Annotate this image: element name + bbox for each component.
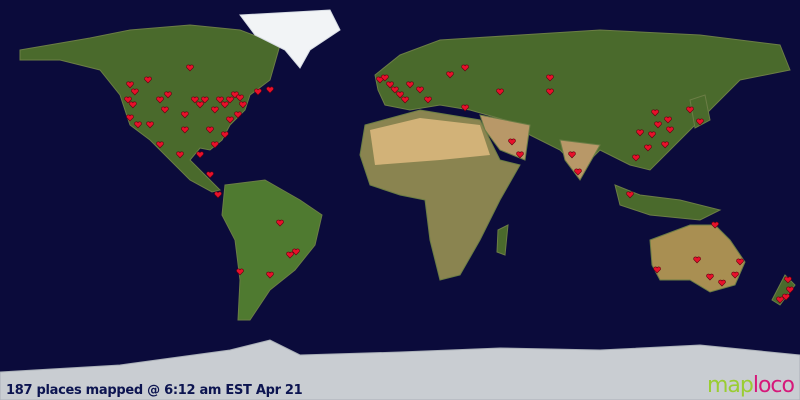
heart-marker-icon[interactable] bbox=[696, 118, 704, 126]
heart-marker-icon[interactable] bbox=[164, 91, 172, 99]
heart-marker-icon[interactable] bbox=[496, 88, 504, 96]
heart-marker-icon[interactable] bbox=[231, 91, 239, 99]
heart-marker-icon[interactable] bbox=[776, 296, 784, 304]
heart-marker-icon[interactable] bbox=[134, 121, 142, 129]
heart-marker-icon[interactable] bbox=[386, 81, 394, 89]
heart-marker-icon[interactable] bbox=[406, 81, 414, 89]
heart-marker-icon[interactable] bbox=[161, 106, 169, 114]
heart-marker-icon[interactable] bbox=[784, 276, 792, 284]
heart-marker-icon[interactable] bbox=[126, 114, 134, 122]
sahara bbox=[370, 118, 490, 165]
heart-marker-icon[interactable] bbox=[711, 221, 719, 229]
heart-marker-icon[interactable] bbox=[508, 138, 516, 146]
heart-marker-icon[interactable] bbox=[636, 129, 644, 137]
heart-marker-icon[interactable] bbox=[736, 258, 744, 266]
heart-marker-icon[interactable] bbox=[686, 106, 694, 114]
heart-marker-icon[interactable] bbox=[446, 71, 454, 79]
heart-marker-icon[interactable] bbox=[286, 251, 294, 259]
heart-marker-icon[interactable] bbox=[416, 86, 424, 94]
heart-marker-icon[interactable] bbox=[239, 101, 247, 109]
logo-part-map: map bbox=[706, 373, 754, 398]
heart-marker-icon[interactable] bbox=[216, 96, 224, 104]
heart-marker-icon[interactable] bbox=[391, 86, 399, 94]
heart-marker-icon[interactable] bbox=[396, 91, 404, 99]
heart-marker-icon[interactable] bbox=[196, 101, 204, 109]
heart-marker-icon[interactable] bbox=[648, 131, 656, 139]
heart-marker-icon[interactable] bbox=[156, 141, 164, 149]
heart-marker-icon[interactable] bbox=[644, 144, 652, 152]
heart-marker-icon[interactable] bbox=[626, 191, 634, 199]
heart-marker-icon[interactable] bbox=[124, 96, 132, 104]
heart-marker-icon[interactable] bbox=[424, 96, 432, 104]
heart-marker-icon[interactable] bbox=[664, 116, 672, 124]
maploco-logo[interactable]: maploco bbox=[706, 373, 795, 398]
madagascar bbox=[496, 224, 509, 256]
south-america bbox=[221, 179, 323, 321]
logo-part-loco: loco bbox=[752, 373, 795, 398]
heart-marker-icon[interactable] bbox=[146, 121, 154, 129]
heart-marker-icon[interactable] bbox=[206, 171, 214, 179]
heart-marker-icon[interactable] bbox=[254, 88, 262, 96]
heart-marker-icon[interactable] bbox=[632, 154, 640, 162]
heart-marker-icon[interactable] bbox=[266, 271, 274, 279]
heart-marker-icon[interactable] bbox=[211, 141, 219, 149]
heart-marker-icon[interactable] bbox=[221, 131, 229, 139]
japan bbox=[689, 94, 711, 129]
heart-marker-icon[interactable] bbox=[653, 266, 661, 274]
heart-marker-icon[interactable] bbox=[651, 109, 659, 117]
heart-marker-icon[interactable] bbox=[234, 111, 242, 119]
heart-marker-icon[interactable] bbox=[201, 96, 209, 104]
europe-asia bbox=[374, 29, 791, 171]
places-mapped-caption: 187 places mapped @ 6:12 am EST Apr 21 bbox=[6, 383, 303, 398]
heart-marker-icon[interactable] bbox=[191, 96, 199, 104]
heart-marker-icon[interactable] bbox=[186, 64, 194, 72]
greenland bbox=[239, 9, 341, 69]
heart-marker-icon[interactable] bbox=[126, 81, 134, 89]
heart-marker-icon[interactable] bbox=[731, 271, 739, 279]
heart-marker-icon[interactable] bbox=[176, 151, 184, 159]
heart-marker-icon[interactable] bbox=[292, 248, 300, 256]
heart-marker-icon[interactable] bbox=[129, 101, 137, 109]
heart-marker-icon[interactable] bbox=[661, 141, 669, 149]
heart-marker-icon[interactable] bbox=[196, 151, 204, 159]
heart-marker-icon[interactable] bbox=[226, 116, 234, 124]
heart-marker-icon[interactable] bbox=[574, 168, 582, 176]
heart-marker-icon[interactable] bbox=[461, 104, 469, 112]
heart-marker-icon[interactable] bbox=[156, 96, 164, 104]
heart-marker-icon[interactable] bbox=[546, 88, 554, 96]
heart-marker-icon[interactable] bbox=[131, 88, 139, 96]
heart-marker-icon[interactable] bbox=[211, 106, 219, 114]
heart-marker-icon[interactable] bbox=[226, 96, 234, 104]
heart-marker-icon[interactable] bbox=[214, 191, 222, 199]
heart-marker-icon[interactable] bbox=[568, 151, 576, 159]
heart-marker-icon[interactable] bbox=[546, 74, 554, 82]
heart-marker-icon[interactable] bbox=[236, 268, 244, 276]
antarctica bbox=[0, 339, 800, 400]
heart-marker-icon[interactable] bbox=[461, 64, 469, 72]
heart-marker-icon[interactable] bbox=[782, 293, 790, 301]
heart-marker-icon[interactable] bbox=[516, 151, 524, 159]
heart-marker-icon[interactable] bbox=[236, 94, 244, 102]
heart-marker-icon[interactable] bbox=[266, 86, 274, 94]
heart-marker-icon[interactable] bbox=[786, 286, 794, 294]
heart-marker-icon[interactable] bbox=[693, 256, 701, 264]
heart-marker-icon[interactable] bbox=[381, 74, 389, 82]
heart-marker-icon[interactable] bbox=[666, 126, 674, 134]
heart-marker-icon[interactable] bbox=[706, 273, 714, 281]
heart-marker-icon[interactable] bbox=[181, 126, 189, 134]
southeast-asia bbox=[614, 184, 722, 221]
heart-marker-icon[interactable] bbox=[144, 76, 152, 84]
north-america bbox=[19, 24, 281, 193]
heart-marker-icon[interactable] bbox=[654, 121, 662, 129]
heart-marker-icon[interactable] bbox=[206, 126, 214, 134]
heart-marker-icon[interactable] bbox=[718, 279, 726, 287]
heart-marker-icon[interactable] bbox=[401, 96, 409, 104]
heart-marker-icon[interactable] bbox=[221, 101, 229, 109]
heart-marker-icon[interactable] bbox=[276, 219, 284, 227]
heart-marker-icon[interactable] bbox=[181, 111, 189, 119]
marker-layer bbox=[124, 64, 794, 304]
